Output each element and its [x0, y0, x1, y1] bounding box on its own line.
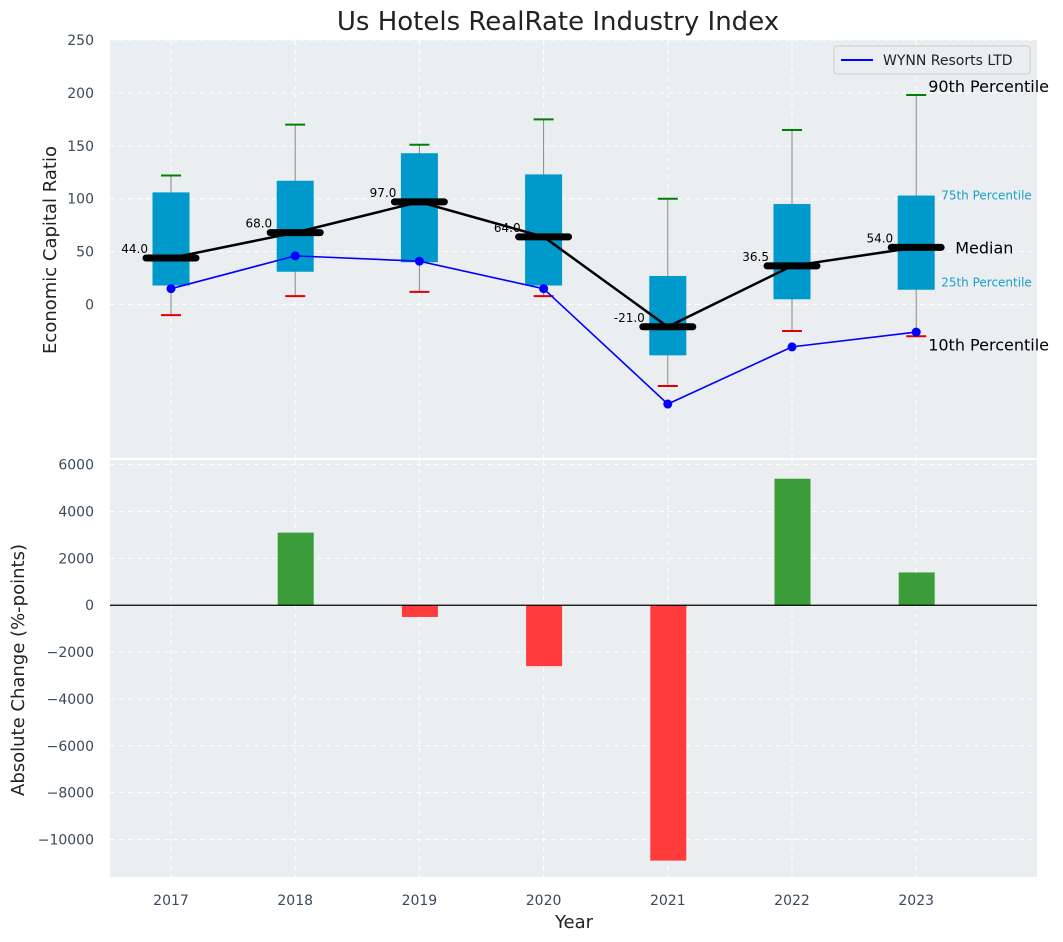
x-tick-label: 2023: [898, 893, 934, 909]
bottom-y-tick-label: 4000: [58, 505, 94, 521]
iqr-box: [152, 192, 190, 286]
x-tick-label: 2018: [277, 893, 313, 909]
series-point-wynn: [290, 251, 300, 261]
iqr-box: [525, 174, 563, 286]
bottom-panel: −10000 −8000 −6000 −4000 −2000 0 2000 4000 6000 2…: [38, 458, 1037, 909]
annotation-p75: 75th Percentile: [941, 189, 1032, 203]
median-value-label: 36.5: [742, 250, 769, 264]
annotation-p90: 90th Percentile: [928, 77, 1049, 96]
bottom-y-tick-label: −6000: [47, 739, 94, 755]
series-point-wynn: [539, 284, 549, 294]
bottom-y-tick-label: 0: [85, 598, 94, 614]
top-panel: 0 50 100 150 200 250 44.0 68.0 97.0 64.0 -21.0 36.5…: [67, 33, 1049, 458]
top-y-axis-label: Economic Capital Ratio: [40, 146, 61, 354]
bottom-y-tick-label: 2000: [58, 551, 94, 567]
median-value-label: 54.0: [866, 231, 893, 245]
median-value-label: 68.0: [245, 217, 272, 231]
iqr-box: [897, 195, 935, 290]
x-tick-label: 2022: [774, 893, 810, 909]
x-tick-label: 2017: [153, 893, 189, 909]
change-bar: [401, 605, 438, 617]
bottom-y-tick-label: −2000: [47, 645, 94, 661]
chart-title: Us Hotels RealRate Industry Index: [337, 7, 779, 37]
top-plot-background: [110, 40, 1037, 458]
x-axis-label: Year: [554, 912, 594, 933]
change-bar: [526, 605, 563, 667]
median-value-label: 64.0: [494, 221, 521, 235]
top-y-tick-label: 250: [67, 33, 94, 49]
change-bar: [277, 532, 314, 606]
change-bar: [650, 605, 687, 861]
annotation-median: Median: [955, 238, 1013, 257]
series-point-wynn: [414, 256, 424, 266]
iqr-box: [649, 275, 687, 356]
legend-label: WYNN Resorts LTD: [883, 53, 1013, 69]
x-tick-label: 2019: [402, 893, 438, 909]
bottom-y-tick-label: 6000: [58, 458, 94, 474]
series-point-wynn: [787, 342, 797, 352]
iqr-box: [400, 153, 438, 263]
median-value-label: 44.0: [121, 242, 148, 256]
bottom-y-tick-label: −8000: [47, 786, 94, 802]
top-y-tick-label: 100: [67, 192, 94, 208]
bottom-plot-background: [110, 460, 1037, 877]
bottom-y-axis-label: Absolute Change (%-points): [8, 544, 29, 796]
x-tick-label: 2021: [650, 893, 686, 909]
series-point-wynn: [663, 399, 673, 409]
bottom-y-tick-label: −10000: [38, 833, 94, 849]
top-y-tick-label: 50: [76, 245, 94, 261]
top-y-tick-label: 200: [67, 86, 94, 102]
iqr-box: [773, 204, 811, 300]
change-bar: [774, 478, 811, 606]
annotation-p10: 10th Percentile: [928, 335, 1049, 354]
legend-box: [833, 45, 1031, 75]
series-point-wynn: [911, 327, 921, 337]
top-y-tick-label: 0: [85, 298, 94, 314]
x-tick-label: 2020: [526, 893, 562, 909]
bottom-y-tick-label: −4000: [47, 692, 94, 708]
median-value-label: -21.0: [614, 311, 645, 325]
top-y-tick-label: 150: [67, 139, 94, 155]
series-point-wynn: [166, 284, 176, 294]
median-value-label: 97.0: [370, 186, 397, 200]
annotation-p25: 25th Percentile: [941, 276, 1032, 290]
change-bar: [898, 572, 935, 606]
